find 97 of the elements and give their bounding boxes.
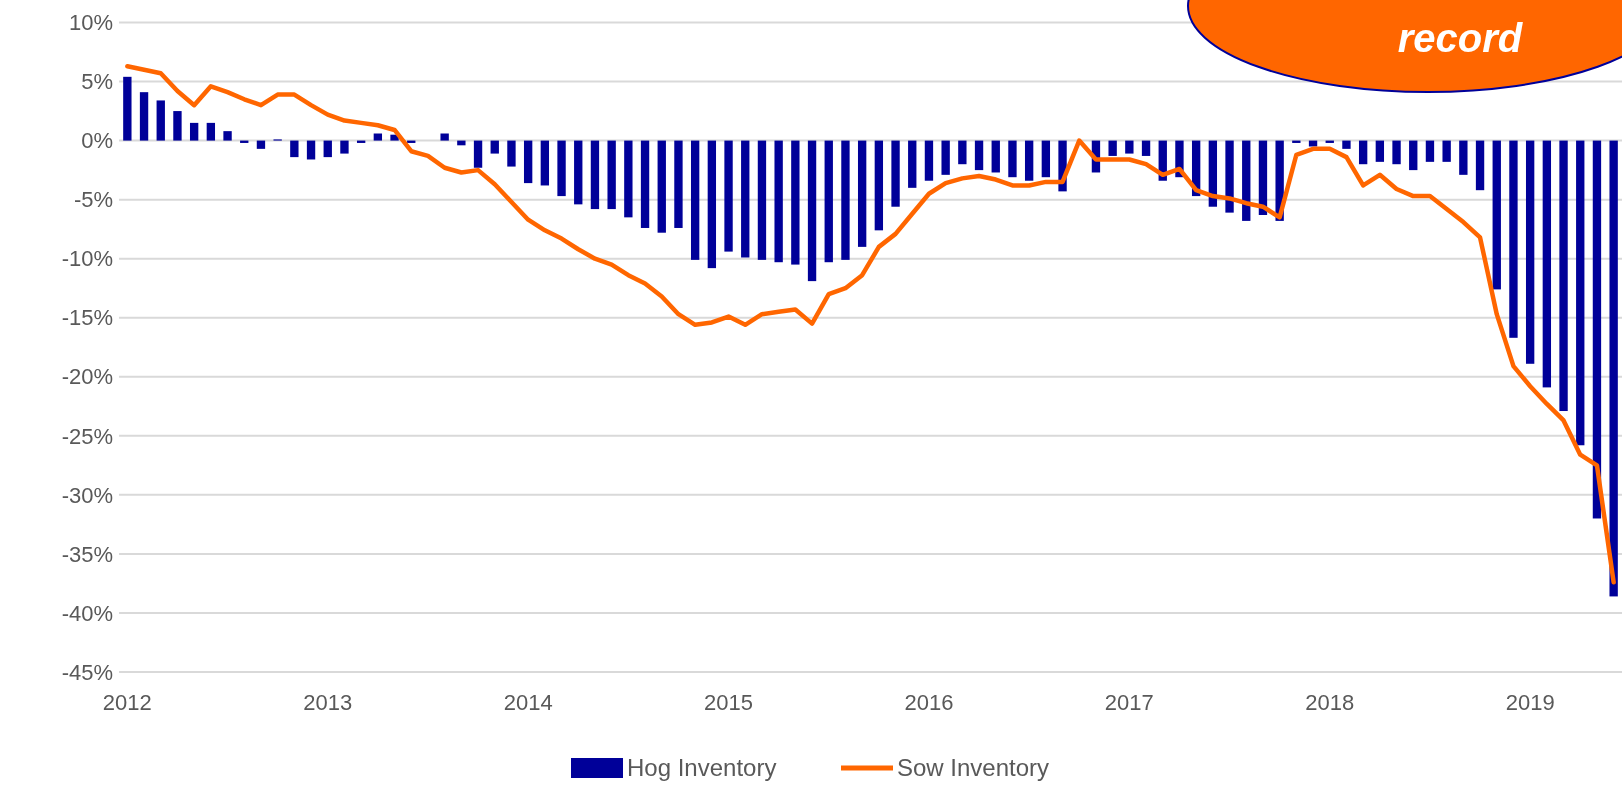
y-tick-label: -45% bbox=[61, 659, 113, 685]
bar bbox=[1375, 140, 1385, 162]
bar bbox=[1442, 140, 1451, 162]
bar bbox=[807, 140, 817, 282]
bar bbox=[1492, 140, 1501, 290]
bar bbox=[1358, 140, 1368, 165]
bar bbox=[607, 140, 616, 210]
bar bbox=[323, 140, 332, 158]
bar bbox=[1459, 140, 1468, 175]
bar bbox=[757, 140, 767, 260]
bar bbox=[473, 140, 483, 168]
bar bbox=[1342, 140, 1351, 149]
bar bbox=[1409, 140, 1418, 171]
bar bbox=[306, 140, 316, 160]
x-tick-label: 2015 bbox=[704, 690, 754, 715]
bar bbox=[1292, 140, 1301, 143]
bar bbox=[1392, 140, 1401, 165]
bar bbox=[924, 140, 934, 181]
bar bbox=[674, 140, 683, 228]
y-tick-label: 0% bbox=[81, 128, 113, 154]
y-tick-label: -40% bbox=[61, 600, 113, 626]
y-tick-label: 5% bbox=[81, 69, 113, 95]
bar bbox=[1141, 140, 1151, 156]
bar bbox=[574, 140, 583, 205]
bar bbox=[173, 111, 182, 141]
y-tick-label: -25% bbox=[61, 423, 113, 449]
bar bbox=[290, 140, 299, 158]
annotation: record bbox=[1397, 16, 1524, 60]
bar bbox=[490, 140, 499, 154]
bar bbox=[1125, 140, 1134, 154]
bar bbox=[1225, 140, 1234, 213]
x-tick-label: 2016 bbox=[904, 690, 954, 715]
bar bbox=[1559, 140, 1568, 412]
legend-label: Sow Inventory bbox=[897, 754, 1050, 782]
bar bbox=[657, 140, 666, 233]
y-tick-label: -35% bbox=[61, 541, 113, 567]
bar bbox=[874, 140, 884, 231]
bar bbox=[1576, 140, 1585, 446]
bar bbox=[824, 140, 833, 263]
bar bbox=[256, 140, 266, 149]
bar bbox=[523, 140, 533, 184]
y-tick-label: -30% bbox=[61, 482, 113, 508]
bar bbox=[891, 140, 900, 207]
x-tick-label: 2012 bbox=[102, 690, 152, 715]
bar bbox=[1542, 140, 1552, 388]
x-tick-label: 2019 bbox=[1505, 690, 1555, 715]
bar bbox=[1041, 140, 1051, 178]
bar bbox=[690, 140, 700, 260]
y-tick-label: 10% bbox=[68, 10, 113, 36]
bar bbox=[1525, 140, 1535, 364]
bar bbox=[1592, 140, 1602, 519]
bar bbox=[373, 133, 383, 141]
bar bbox=[1008, 140, 1017, 178]
y-tick-label: -15% bbox=[61, 305, 113, 331]
bar bbox=[156, 100, 165, 141]
bar bbox=[123, 76, 132, 141]
y-tick-label: -20% bbox=[61, 364, 113, 390]
y-tick-label: -10% bbox=[61, 246, 113, 272]
bar bbox=[640, 140, 650, 228]
bar bbox=[507, 140, 516, 167]
x-tick-label: 2013 bbox=[303, 690, 353, 715]
bar bbox=[724, 140, 733, 252]
bar bbox=[791, 140, 800, 265]
bar bbox=[1609, 140, 1618, 597]
bar bbox=[841, 140, 850, 260]
bar bbox=[540, 140, 550, 186]
bar bbox=[941, 140, 950, 175]
bar bbox=[457, 140, 466, 146]
bar bbox=[624, 140, 633, 218]
bar bbox=[590, 140, 600, 210]
bar bbox=[1509, 140, 1518, 338]
bar bbox=[1024, 140, 1034, 181]
bar bbox=[223, 131, 232, 141]
bar bbox=[189, 122, 199, 141]
line-series bbox=[125, 63, 1616, 585]
x-tick-label: 2014 bbox=[503, 690, 553, 715]
bar bbox=[1475, 140, 1485, 191]
y-tick-label: -5% bbox=[73, 187, 113, 213]
bar bbox=[908, 140, 917, 188]
x-tick-label: 2018 bbox=[1305, 690, 1355, 715]
bar bbox=[139, 92, 149, 141]
bar bbox=[974, 140, 984, 171]
bar bbox=[857, 140, 867, 247]
bar bbox=[774, 140, 783, 263]
bar bbox=[340, 140, 349, 154]
bar bbox=[1242, 140, 1251, 221]
bar bbox=[958, 140, 967, 165]
bar bbox=[707, 140, 717, 269]
legend-label: Hog Inventory bbox=[627, 754, 777, 782]
bar bbox=[440, 133, 449, 141]
bar bbox=[1108, 140, 1117, 156]
bar bbox=[557, 140, 566, 197]
x-tick-label: 2017 bbox=[1104, 690, 1154, 715]
bar bbox=[991, 140, 1000, 173]
bar bbox=[1425, 140, 1435, 162]
bar bbox=[741, 140, 750, 258]
bar bbox=[206, 122, 216, 141]
